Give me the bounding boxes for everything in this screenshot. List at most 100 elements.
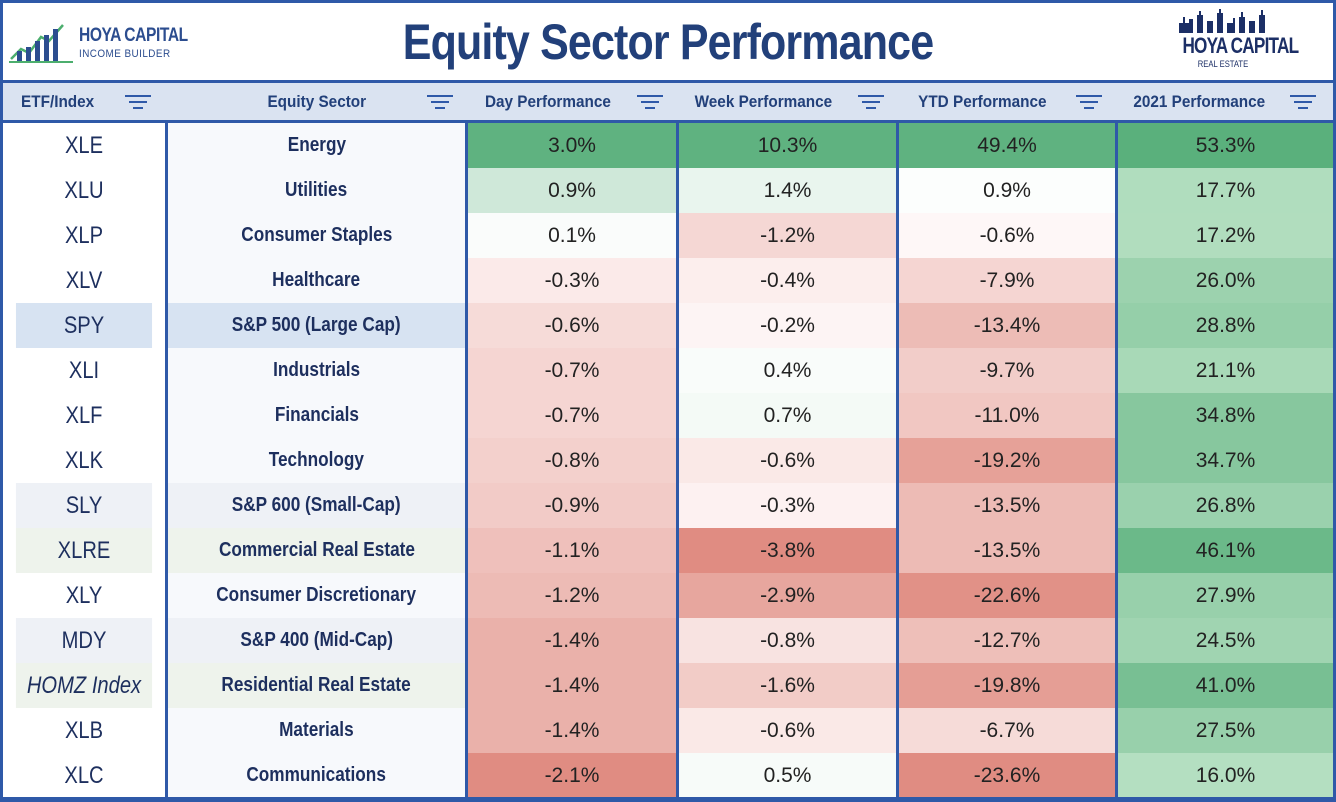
header-bar: HOYA CAPITAL INCOME BUILDER Equity Secto… — [3, 3, 1333, 83]
day-performance-cell: -0.6% — [468, 303, 676, 348]
sector-label: Consumer Discretionary — [216, 584, 417, 606]
week-performance-cell: 0.4% — [679, 348, 896, 393]
logo-right-line1: HOYA CAPITAL — [1182, 33, 1299, 58]
filter-icon[interactable] — [1286, 92, 1320, 112]
column-header-day[interactable]: Day Performance — [468, 83, 676, 120]
day-performance-cell: -1.4% — [468, 708, 676, 753]
table-row: XLK Technology -0.8% -0.6% -19.2% 34.7% — [3, 438, 1333, 483]
week-performance-cell: -0.3% — [679, 483, 896, 528]
performance-2021-cell: 27.9% — [1118, 573, 1333, 618]
week-performance-cell: 0.7% — [679, 393, 896, 438]
column-header-label: YTD Performance — [918, 91, 1047, 111]
ytd-performance-cell: -23.6% — [899, 753, 1115, 798]
day-performance-cell: -1.2% — [468, 573, 676, 618]
ticker-cell: XLI — [15, 348, 153, 393]
sector-cell: S&P 400 (Mid-Cap) — [168, 618, 465, 663]
sector-label: S&P 400 (Mid-Cap) — [240, 629, 393, 651]
column-header-sector[interactable]: Equity Sector — [168, 83, 465, 120]
ticker-cell: XLE — [15, 123, 153, 168]
performance-2021-cell: 41.0% — [1118, 663, 1333, 708]
week-performance-cell: -1.2% — [679, 213, 896, 258]
performance-2021-cell: 26.8% — [1118, 483, 1333, 528]
ytd-performance-cell: -11.0% — [899, 393, 1115, 438]
day-performance-cell: -0.3% — [468, 258, 676, 303]
ticker-cell: XLV — [15, 258, 153, 303]
table-row: SPY S&P 500 (Large Cap) -0.6% -0.2% -13.4% 28… — [3, 303, 1333, 348]
ticker-cell: SLY — [15, 483, 153, 528]
week-performance-cell: -0.4% — [679, 258, 896, 303]
performance-2021-cell: 34.8% — [1118, 393, 1333, 438]
table-row: XLV Healthcare -0.3% -0.4% -7.9% 26.0% — [3, 258, 1333, 303]
week-performance-cell: 10.3% — [679, 123, 896, 168]
sector-cell: Industrials — [168, 348, 465, 393]
chart-growth-icon — [9, 24, 73, 63]
table-row: XLP Consumer Staples 0.1% -1.2% -0.6% 17.2% — [3, 213, 1333, 258]
table-row: XLF Financials -0.7% 0.7% -11.0% 34.8% — [3, 393, 1333, 438]
sector-label: Materials — [279, 719, 354, 741]
week-performance-cell: 1.4% — [679, 168, 896, 213]
sector-label: Financials — [274, 404, 359, 426]
filter-icon[interactable] — [423, 92, 457, 112]
day-performance-cell: -1.4% — [468, 618, 676, 663]
sector-cell: Technology — [168, 438, 465, 483]
ticker-cell: XLK — [15, 438, 153, 483]
day-performance-cell: -1.4% — [468, 663, 676, 708]
column-header-label: Week Performance — [694, 91, 833, 111]
ytd-performance-cell: -19.2% — [899, 438, 1115, 483]
ytd-performance-cell: -22.6% — [899, 573, 1115, 618]
logo-left-line2: INCOME BUILDER — [79, 48, 171, 60]
week-performance-cell: -0.2% — [679, 303, 896, 348]
sector-label: Healthcare — [272, 269, 361, 291]
filter-icon[interactable] — [854, 92, 888, 112]
column-header-ytd[interactable]: YTD Performance — [899, 83, 1115, 120]
table-row: XLE Energy 3.0% 10.3% 49.4% 53.3% — [3, 123, 1333, 168]
sector-label: Residential Real Estate — [221, 674, 412, 696]
sector-label: Utilities — [285, 179, 348, 201]
ytd-performance-cell: 49.4% — [899, 123, 1115, 168]
sector-cell: S&P 600 (Small-Cap) — [168, 483, 465, 528]
ticker-cell: XLP — [15, 213, 153, 258]
column-header-label: Day Performance — [484, 91, 611, 111]
performance-2021-cell: 17.7% — [1118, 168, 1333, 213]
sector-cell: Consumer Staples — [168, 213, 465, 258]
sector-cell: Energy — [168, 123, 465, 168]
column-header-label: ETF/Index — [21, 91, 95, 111]
ytd-performance-cell: -13.4% — [899, 303, 1115, 348]
sector-label: S&P 600 (Small-Cap) — [232, 494, 401, 516]
sector-cell: Communications — [168, 753, 465, 798]
performance-2021-cell: 46.1% — [1118, 528, 1333, 573]
ytd-performance-cell: -6.7% — [899, 708, 1115, 753]
ticker-cell: XLF — [15, 393, 153, 438]
ytd-performance-cell: -7.9% — [899, 258, 1115, 303]
day-performance-cell: 0.1% — [468, 213, 676, 258]
sector-label: Industrials — [273, 359, 360, 381]
column-header-2021[interactable]: 2021 Performance — [1118, 83, 1333, 120]
ticker-cell: XLU — [15, 168, 153, 213]
day-performance-cell: -1.1% — [468, 528, 676, 573]
sector-cell: Commercial Real Estate — [168, 528, 465, 573]
hoya-capital-income-builder-logo: HOYA CAPITAL INCOME BUILDER — [9, 17, 188, 67]
performance-2021-cell: 17.2% — [1118, 213, 1333, 258]
column-header-etf[interactable]: ETF/Index — [3, 83, 165, 120]
sector-cell: Consumer Discretionary — [168, 573, 465, 618]
ticker-cell: XLY — [15, 573, 153, 618]
column-divider — [896, 123, 899, 797]
filter-icon[interactable] — [1072, 92, 1106, 112]
filter-icon[interactable] — [633, 92, 667, 112]
performance-2021-cell: 34.7% — [1118, 438, 1333, 483]
ticker-cell: XLRE — [15, 528, 153, 573]
performance-2021-cell: 28.8% — [1118, 303, 1333, 348]
day-performance-cell: -0.7% — [468, 393, 676, 438]
sector-label: Energy — [287, 134, 346, 156]
day-performance-cell: -0.8% — [468, 438, 676, 483]
filter-icon[interactable] — [121, 92, 155, 112]
ticker-cell: XLB — [15, 708, 153, 753]
column-header-week[interactable]: Week Performance — [679, 83, 896, 120]
column-header-row: ETF/Index Equity Sector Day Performance … — [3, 83, 1333, 123]
sector-cell: Residential Real Estate — [168, 663, 465, 708]
performance-2021-cell: 21.1% — [1118, 348, 1333, 393]
column-divider — [465, 123, 468, 797]
week-performance-cell: -2.9% — [679, 573, 896, 618]
column-divider — [676, 123, 679, 797]
ytd-performance-cell: -9.7% — [899, 348, 1115, 393]
